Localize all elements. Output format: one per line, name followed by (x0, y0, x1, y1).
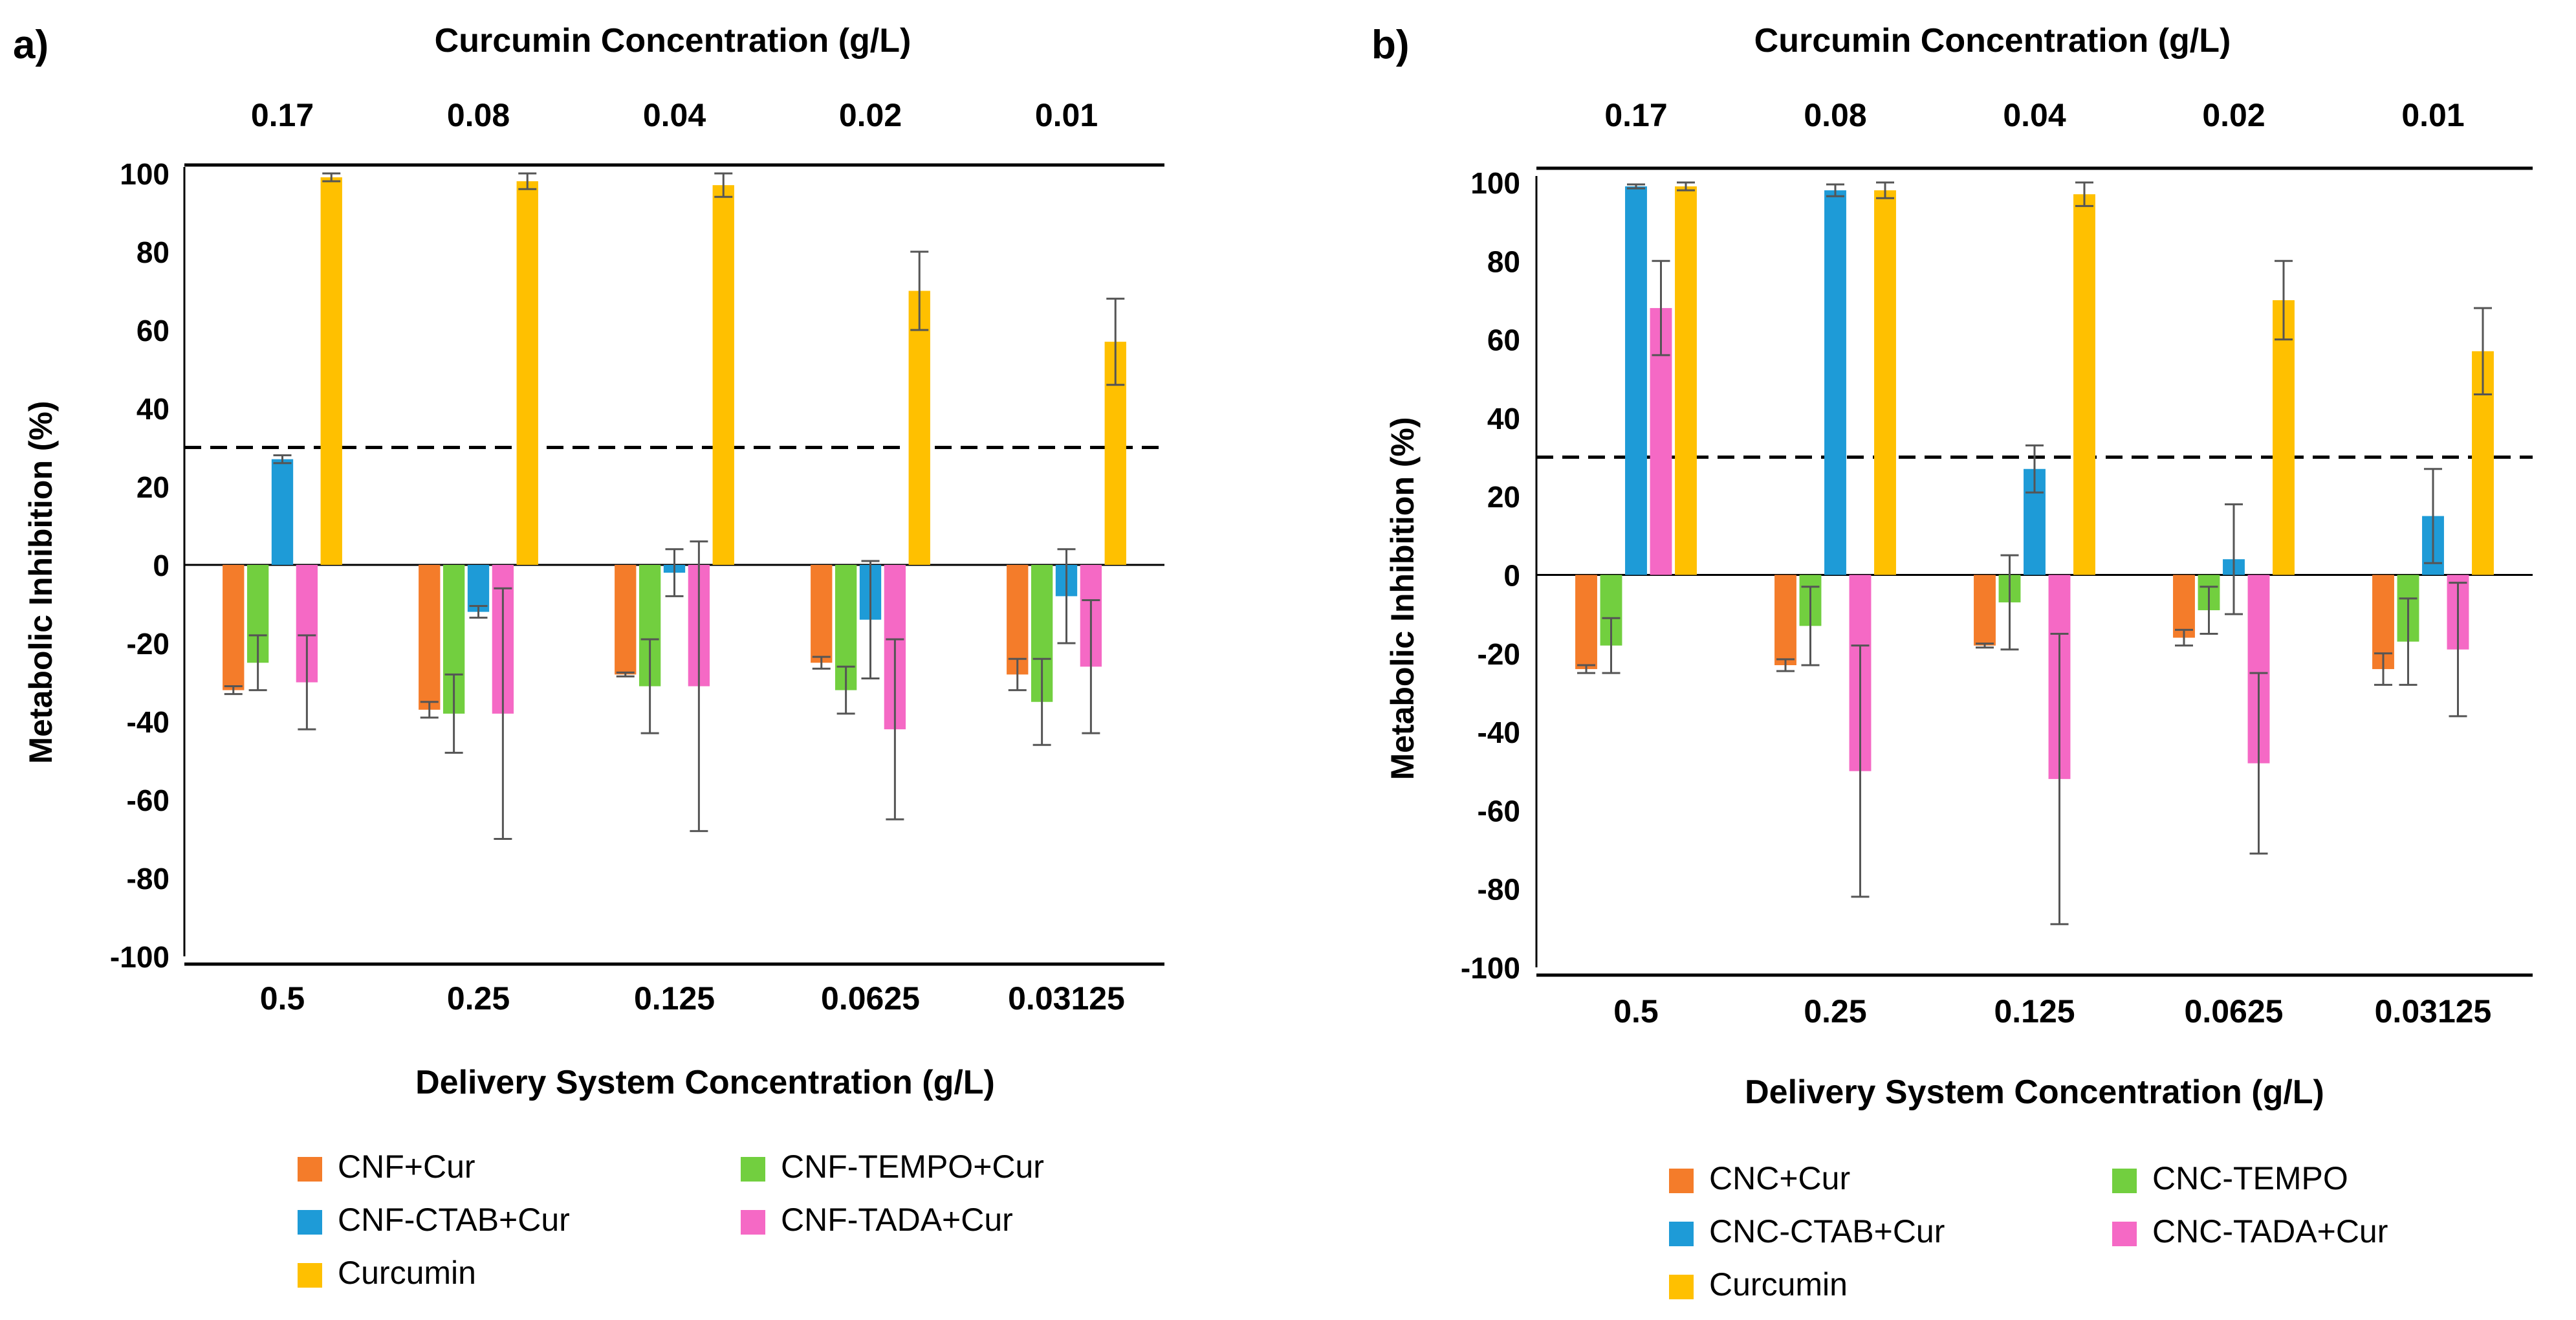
y-tick-label: 60 (136, 314, 169, 347)
legend-swatch (741, 1157, 765, 1182)
bar-cnf-ctab-cur (467, 565, 490, 612)
bar-cnf-ctab-cur (271, 459, 294, 565)
y-tick-label: -60 (1478, 794, 1520, 828)
bar-cnf-cur (1007, 565, 1029, 675)
legend-swatch (1669, 1169, 1694, 1193)
y-tick-label: 100 (1470, 166, 1520, 200)
panel-b-label: b) (1371, 23, 1410, 67)
bar-cnf-cur (615, 565, 637, 675)
x-tick-label: 0.03125 (2375, 993, 2492, 1029)
y-tick-label: -40 (127, 705, 169, 739)
top-tick-label: 0.02 (2202, 97, 2265, 133)
top-tick-label: 0.17 (1604, 97, 1667, 133)
bar-cnc-cur (1774, 575, 1796, 665)
x-tick-label: 0.0625 (821, 980, 920, 1017)
bar-curcumin (1675, 186, 1697, 575)
panel-a-label: a) (13, 23, 49, 67)
legend-label: CNC-CTAB+Cur (1709, 1213, 1945, 1249)
panel-b-x-axis-title: Delivery System Concentration (g/L) (1745, 1073, 2324, 1111)
y-tick-label: 40 (136, 392, 169, 426)
panel-a-y-axis-title: Metabolic Inhibition (%) (23, 401, 59, 764)
legend-swatch (2112, 1169, 2137, 1193)
bar-cnc-ctab-cur (1824, 190, 1846, 575)
legend: CNF+Cur CNF-TEMPO+Cur CNF-CTAB+Cur CNF-TADA… (298, 1149, 1044, 1291)
panel-b-y-axis-title: Metabolic Inhibition (%) (1384, 417, 1421, 780)
legend-swatch (298, 1263, 322, 1288)
y-tick-label: -80 (127, 862, 169, 896)
legend-swatch (2112, 1222, 2137, 1246)
bar-curcumin (2273, 300, 2295, 575)
x-tick-label: 0.25 (447, 980, 510, 1017)
legend-label: CNF-CTAB+Cur (338, 1202, 570, 1238)
panel-a-top-axis-title: Curcumin Concentration (g/L) (435, 22, 911, 60)
y-tick-label: -20 (1478, 637, 1520, 671)
y-tick-label: -20 (127, 627, 169, 661)
bar-cnf-cur (223, 565, 245, 690)
y-tick-label: 0 (153, 549, 169, 582)
legend-label: CNC-TADA+Cur (2152, 1213, 2388, 1249)
legend-swatch (1669, 1275, 1694, 1299)
legend-label: CNC-TEMPO (2152, 1160, 2348, 1196)
x-tick-label: 0.0625 (2185, 993, 2284, 1029)
legend-swatch (298, 1210, 322, 1235)
bar-curcumin (712, 185, 734, 565)
legend-label: Curcumin (1709, 1266, 1848, 1303)
x-tick-label: 0.5 (260, 980, 305, 1017)
legend-swatch (1669, 1222, 1694, 1246)
legend: CNC+Cur CNC-TEMPO CNC-CTAB+Cur CNC-TADA+Cur… (1669, 1160, 2388, 1303)
bar-curcumin (2073, 194, 2095, 575)
bar-curcumin (1874, 190, 1896, 575)
x-tick-label: 0.03125 (1008, 980, 1125, 1017)
panel-b-top-axis-title: Curcumin Concentration (g/L) (1754, 22, 2231, 60)
top-tick-label: 0.01 (1035, 97, 1098, 133)
panel-a: a) Curcumin Concentration (g/L) Metaboli… (13, 22, 1164, 1291)
bar-cnc-cur (1974, 575, 1996, 646)
top-tick-label: 0.04 (643, 97, 706, 133)
x-tick-label: 0.5 (1613, 993, 1659, 1029)
top-tick-label: 0.17 (251, 97, 314, 133)
y-tick-label: -100 (1461, 951, 1520, 985)
bar-cnc-cur (1575, 575, 1597, 670)
y-tick-label: 20 (136, 470, 169, 504)
y-tick-label: -40 (1478, 716, 1520, 749)
bar-cnf-cur (811, 565, 833, 663)
y-tick-label: -60 (127, 784, 169, 817)
x-tick-label: 0.125 (634, 980, 715, 1017)
top-tick-label: 0.08 (1804, 97, 1866, 133)
bar-cnc-cur (2173, 575, 2195, 638)
legend-swatch (741, 1210, 765, 1235)
legend-label: CNF-TADA+Cur (781, 1202, 1013, 1238)
y-tick-label: 80 (136, 236, 169, 269)
legend-label: CNF-TEMPO+Cur (781, 1149, 1044, 1185)
y-tick-label: -80 (1478, 873, 1520, 907)
y-tick-label: 100 (120, 157, 169, 191)
y-tick-label: 60 (1487, 324, 1520, 357)
x-tick-label: 0.125 (1994, 993, 2075, 1029)
y-tick-label: 20 (1487, 480, 1520, 514)
legend-label: CNF+Cur (338, 1149, 475, 1185)
panel-b: b) Curcumin Concentration (g/L) Metaboli… (1371, 22, 2533, 1303)
y-tick-label: 40 (1487, 402, 1520, 435)
top-tick-label: 0.01 (2401, 97, 2464, 133)
bar-curcumin (320, 177, 342, 565)
top-tick-label: 0.02 (839, 97, 902, 133)
top-tick-label: 0.08 (447, 97, 510, 133)
panel-a-x-axis-title: Delivery System Concentration (g/L) (415, 1064, 995, 1101)
bar-cnf-cur (419, 565, 441, 710)
legend-label: CNC+Cur (1709, 1160, 1850, 1196)
bar-curcumin (516, 181, 538, 566)
legend-swatch (298, 1157, 322, 1182)
y-tick-label: 0 (1503, 559, 1520, 593)
legend-label: Curcumin (338, 1255, 476, 1291)
bar-cnc-ctab-cur (1625, 186, 1647, 575)
y-tick-label: -100 (110, 940, 169, 974)
y-tick-label: 80 (1487, 245, 1520, 278)
bar-curcumin (908, 291, 930, 565)
top-tick-label: 0.04 (2003, 97, 2066, 133)
x-tick-label: 0.25 (1804, 993, 1866, 1029)
